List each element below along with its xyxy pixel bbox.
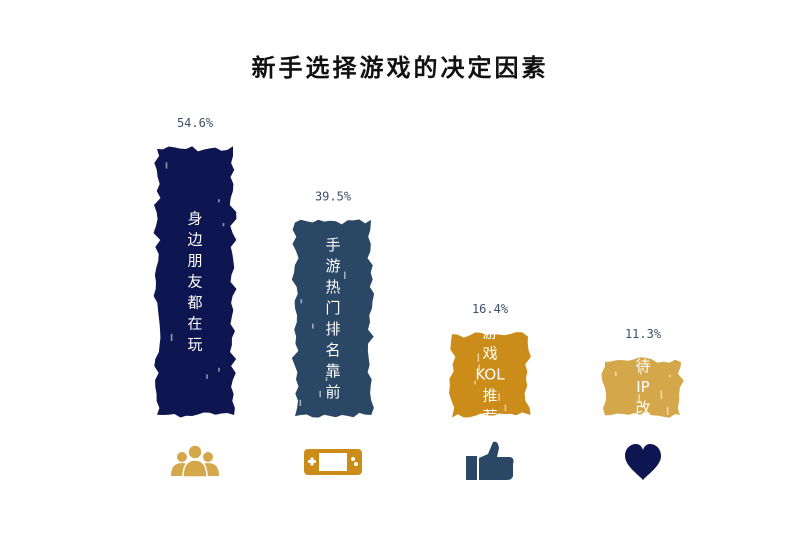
bar-texture <box>222 223 225 227</box>
bar-texture <box>300 299 303 304</box>
bar-texture <box>312 323 314 329</box>
bar-group: 期待 IP 改编 11.3% <box>601 327 684 438</box>
bar-texture <box>494 351 497 357</box>
value-label: 16.4% <box>472 302 509 316</box>
thumbs-up-icon <box>466 441 514 480</box>
bar-label: 热 <box>325 278 340 296</box>
bar <box>601 357 684 418</box>
bar-texture <box>478 364 480 371</box>
bar-texture <box>640 368 642 375</box>
bar-label: KOL <box>475 366 505 384</box>
bar-label: 戏 <box>482 345 497 363</box>
bar-texture <box>666 406 669 415</box>
bar-texture <box>218 367 220 372</box>
bar <box>449 332 531 418</box>
bar-label: 在 <box>187 315 202 333</box>
bar-label: 玩 <box>187 336 202 354</box>
bar-label: 边 <box>187 231 202 249</box>
bar-label: 都 <box>187 294 202 312</box>
bar-label: 前 <box>325 383 340 401</box>
value-label: 54.6% <box>177 116 214 130</box>
bar-texture <box>206 374 208 379</box>
bar-group: 游戏 KOL 推荐 16.4% <box>449 302 531 426</box>
bar-texture <box>344 271 346 279</box>
bar-label: 改 <box>635 399 650 417</box>
heart-icon <box>625 444 661 480</box>
bar-texture <box>498 393 500 401</box>
bar-texture <box>319 390 321 398</box>
bar-label: 靠 <box>325 362 340 380</box>
bar-texture <box>474 380 476 385</box>
value-label: 11.3% <box>625 327 662 341</box>
bar-label: 游 <box>325 257 340 275</box>
people-icon <box>171 444 219 478</box>
bar-texture <box>218 199 220 203</box>
bar-texture <box>504 404 507 412</box>
bar-label: 荐 <box>482 408 497 426</box>
bar-label: 朋 <box>187 252 202 270</box>
bar-label: IP <box>636 378 649 396</box>
gamepad-icon <box>304 449 362 475</box>
bar-label: 推 <box>482 387 497 405</box>
bar-label: 待 <box>635 357 650 375</box>
bar-label: 身 <box>187 210 202 228</box>
bar-texture <box>638 394 640 403</box>
bar-texture <box>660 390 663 399</box>
bar-label: 名 <box>325 341 340 359</box>
bar-label: 编 <box>635 420 650 438</box>
bar-texture <box>325 377 328 382</box>
bar-label: 游 <box>482 324 497 342</box>
bar-label: 排 <box>325 320 340 338</box>
bar-label: 友 <box>187 273 202 291</box>
bar-texture <box>299 399 302 406</box>
bar-label: 手 <box>325 236 340 254</box>
bar-texture <box>669 374 671 378</box>
chart-title: 新手选择游戏的决定因素 <box>251 54 549 82</box>
bar-label: 门 <box>325 299 340 317</box>
bar <box>291 219 375 418</box>
bar-texture <box>615 371 617 377</box>
bar-texture <box>477 353 480 362</box>
bar-texture <box>165 162 168 169</box>
bar <box>153 146 237 418</box>
bar-texture <box>170 333 173 341</box>
value-label: 39.5% <box>315 190 352 204</box>
bar-label: 期 <box>635 336 650 354</box>
